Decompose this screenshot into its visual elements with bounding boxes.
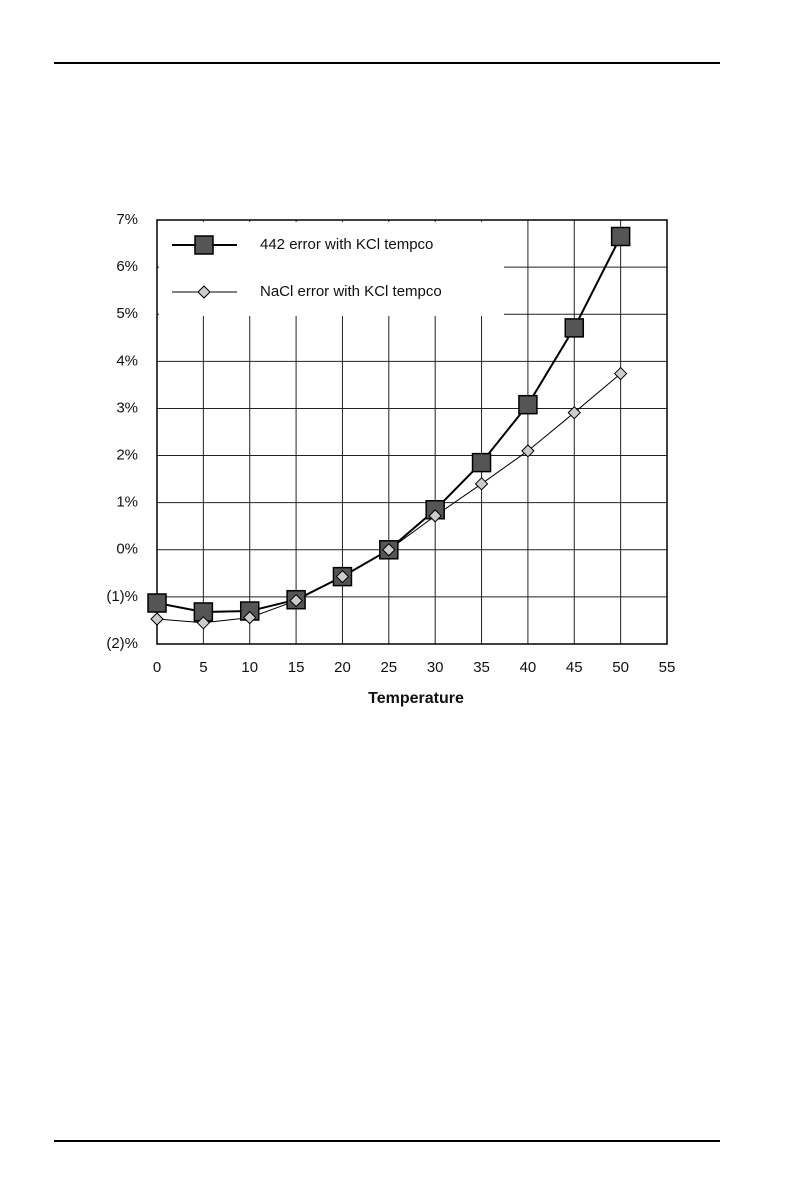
legend-box bbox=[159, 222, 504, 316]
data-point bbox=[196, 616, 211, 630]
x-tick-label: 35 bbox=[473, 659, 490, 676]
x-tick-label: 45 bbox=[566, 659, 583, 676]
x-tick-label: 30 bbox=[427, 659, 444, 676]
data-point bbox=[147, 593, 167, 613]
data-point bbox=[610, 226, 631, 247]
data-point bbox=[474, 477, 489, 491]
data-point bbox=[289, 593, 303, 608]
plot-frame bbox=[156, 219, 668, 645]
x-tick-label: 55 bbox=[659, 659, 676, 676]
data-point bbox=[567, 405, 581, 420]
y-tick-label: 0% bbox=[116, 541, 138, 558]
data-point bbox=[471, 452, 492, 473]
y-tick-label: (2)% bbox=[106, 635, 138, 652]
data-point bbox=[243, 610, 257, 625]
data-point bbox=[521, 444, 535, 458]
legend-marker bbox=[197, 285, 211, 299]
x-axis-title: Temperature bbox=[368, 690, 464, 707]
data-point bbox=[150, 612, 164, 626]
y-tick-label: 7% bbox=[116, 211, 138, 228]
data-point bbox=[518, 394, 538, 415]
y-tick-label: 6% bbox=[116, 258, 138, 275]
y-tick-label: 5% bbox=[116, 305, 138, 322]
data-point bbox=[564, 318, 585, 338]
x-tick-label: 40 bbox=[520, 659, 537, 676]
data-point bbox=[613, 366, 628, 381]
y-tick-label: (1)% bbox=[106, 588, 138, 605]
data-point bbox=[428, 509, 442, 523]
x-tick-label: 5 bbox=[199, 659, 207, 676]
x-tick-label: 10 bbox=[241, 659, 258, 676]
y-tick-label: 3% bbox=[116, 399, 138, 416]
data-point bbox=[335, 569, 350, 584]
legend-marker bbox=[194, 235, 214, 255]
legend-label: NaCl error with KCl tempco bbox=[260, 283, 442, 300]
legend-label: 442 error with KCl tempco bbox=[260, 236, 433, 253]
x-tick-label: 25 bbox=[380, 659, 397, 676]
x-tick-label: 50 bbox=[612, 659, 629, 676]
y-tick-label: 1% bbox=[116, 494, 138, 511]
x-tick-label: 20 bbox=[334, 659, 351, 676]
x-tick-label: 0 bbox=[153, 659, 161, 676]
y-tick-label: 2% bbox=[116, 447, 138, 464]
y-tick-label: 4% bbox=[116, 352, 138, 369]
x-tick-label: 15 bbox=[288, 659, 305, 676]
data-point bbox=[382, 543, 396, 557]
